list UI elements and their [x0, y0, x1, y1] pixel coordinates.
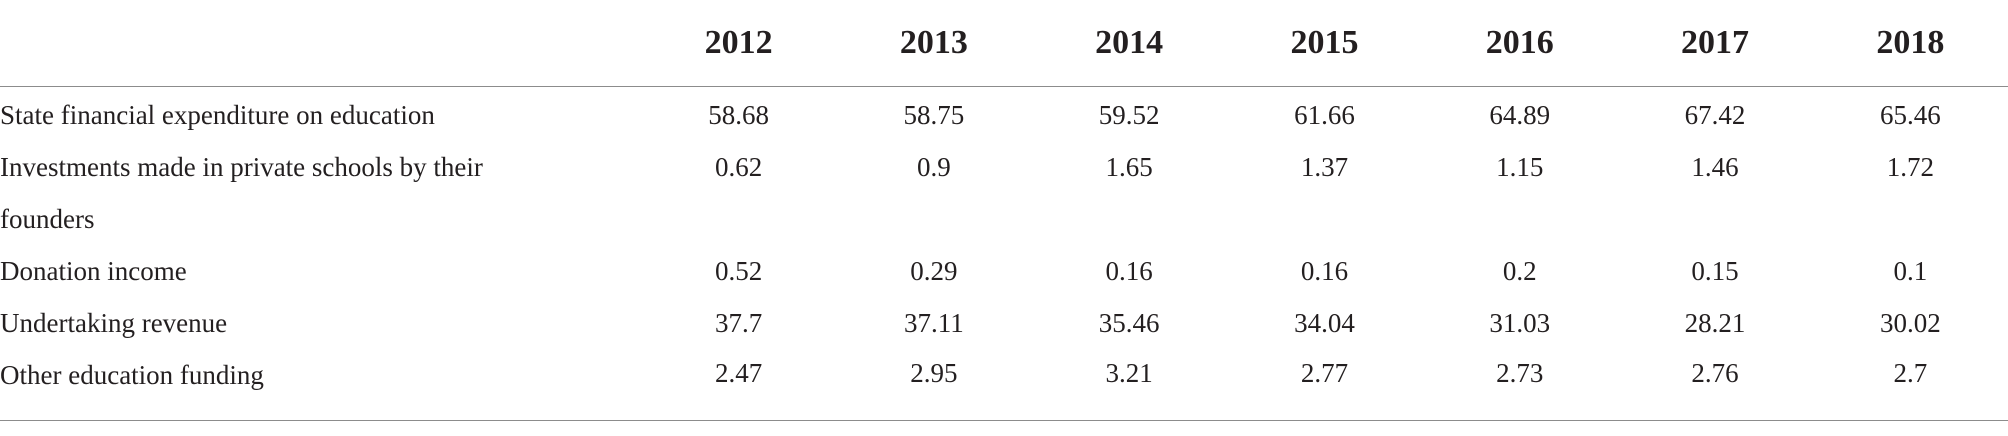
- header-label: [0, 0, 641, 87]
- table-cell: 1.65: [1105, 152, 1153, 182]
- table-cell: 34.04: [1294, 307, 1355, 338]
- table-cell: 37.11: [904, 307, 964, 338]
- year-header-2017: 2017: [1617, 0, 1813, 87]
- table-row: Undertaking revenue 37.7 37.11 35.46 34.…: [0, 297, 2008, 349]
- table-row: State financial expenditure on education…: [0, 87, 2008, 142]
- table-cell: 2.95: [836, 349, 1032, 421]
- table-cell: 67.42: [1684, 99, 1746, 130]
- table-cell: 1.72: [1886, 152, 1934, 182]
- year-header-2013: 2013: [836, 0, 1032, 87]
- table-cell: 59.52: [1098, 99, 1160, 130]
- year-header-2015: 2015: [1226, 0, 1423, 87]
- table-cell: 61.66: [1294, 99, 1355, 130]
- row-label: State financial expenditure on education: [0, 100, 435, 130]
- table-header: 2012 2013 2014 2015 2016 2017 2018: [0, 0, 2008, 87]
- year-header-2018: 2018: [1812, 0, 2008, 87]
- row-label-text: Investments made in private schools by t…: [0, 152, 483, 234]
- row-label: Investments made in private schools by t…: [0, 141, 641, 245]
- year-header-2012: 2012: [640, 0, 837, 87]
- table-cell: 2.7: [1812, 349, 2008, 421]
- table-cell: 58.68: [708, 99, 769, 130]
- table-cell: 0.2: [1502, 255, 1537, 286]
- row-label: Donation income: [0, 256, 187, 286]
- table-cell: 0.62: [714, 152, 763, 182]
- table-cell: 0.52: [714, 255, 763, 286]
- row-label: Other education funding: [0, 349, 641, 421]
- table-cell: 1.46: [1691, 152, 1739, 182]
- table-cell: 30.02: [1879, 307, 1941, 338]
- table-row: Donation income 0.52 0.29 0.16 0.16 0.2 …: [0, 245, 2008, 297]
- table-cell: 35.46: [1098, 307, 1160, 338]
- table-cell: 2.77: [1226, 349, 1423, 421]
- table-cell: 37.7: [714, 307, 763, 338]
- row-label: Undertaking revenue: [0, 308, 228, 338]
- table-cell: 3.21: [1031, 349, 1227, 421]
- year-header-2016: 2016: [1422, 0, 1618, 87]
- table-cell: 0.16: [1105, 255, 1153, 286]
- table-cell: 65.46: [1879, 99, 1941, 130]
- table-cell: 2.73: [1422, 349, 1618, 421]
- table-cell: 0.15: [1691, 255, 1739, 286]
- table-cell: 0.9: [917, 152, 951, 182]
- table-row: Investments made in private schools by t…: [0, 141, 2008, 245]
- table-cell: 64.89: [1489, 99, 1551, 130]
- table-cell: 28.21: [1684, 307, 1746, 338]
- table-cell: 1.37: [1300, 152, 1349, 182]
- table-cell: 1.15: [1496, 152, 1544, 182]
- table-body: State financial expenditure on education…: [0, 87, 2008, 421]
- table-cell: 31.03: [1489, 307, 1551, 338]
- table-cell: 58.75: [903, 99, 965, 130]
- table-cell: 0.1: [1893, 255, 1928, 286]
- year-header-2014: 2014: [1031, 0, 1227, 87]
- education-funding-table: 2012 2013 2014 2015 2016 2017 2018 State…: [0, 0, 2008, 421]
- table-row: Other education funding 2.47 2.95 3.21 2…: [0, 349, 2008, 421]
- table-cell: 0.29: [910, 255, 958, 286]
- header-row: 2012 2013 2014 2015 2016 2017 2018: [0, 0, 2008, 87]
- table-cell: 2.76: [1617, 349, 1813, 421]
- table-cell: 2.47: [640, 349, 837, 421]
- table-cell: 0.16: [1300, 255, 1349, 286]
